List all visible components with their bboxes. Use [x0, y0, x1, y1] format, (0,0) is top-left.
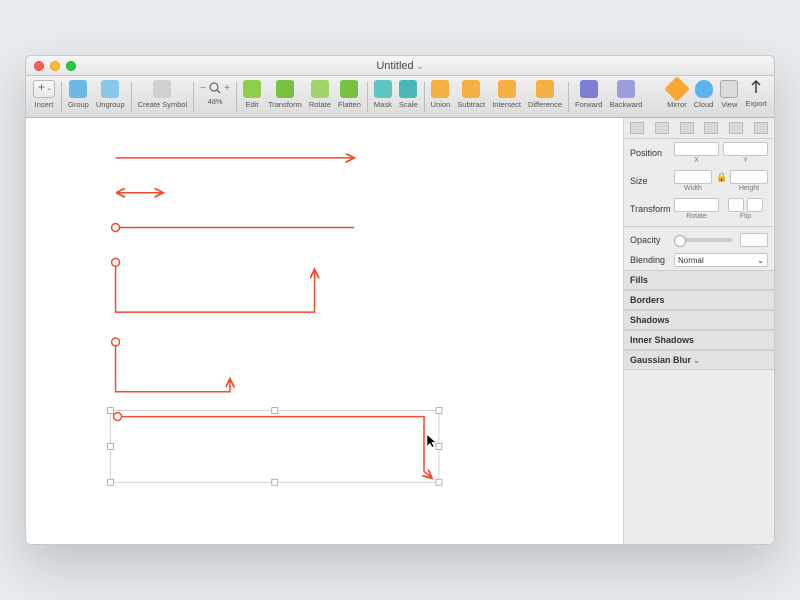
mirror-button[interactable]: Mirror — [664, 78, 690, 110]
transform-row: Transform Rotate Flip — [624, 195, 774, 223]
export-button[interactable]: Export — [742, 78, 770, 109]
cloud-button[interactable]: Cloud — [691, 78, 717, 110]
mirror-icon — [664, 76, 689, 101]
intersect-button[interactable]: Intersect — [489, 78, 524, 110]
titlebar: Untitled — [26, 56, 774, 76]
group-icon — [69, 80, 87, 98]
align-bottom-icon[interactable] — [754, 122, 768, 134]
canvas-svg — [26, 118, 623, 544]
forward-button[interactable]: Forward — [572, 78, 606, 110]
union-button[interactable]: Union — [428, 78, 454, 110]
ungroup-button[interactable]: Ungroup — [93, 78, 128, 110]
rotate-icon — [311, 80, 329, 98]
view-icon — [720, 80, 738, 98]
zoom-icon[interactable] — [66, 61, 76, 71]
subtract-icon — [462, 80, 480, 98]
inner-shadows-section[interactable]: Inner Shadows — [624, 330, 774, 350]
create-symbol-button[interactable]: Create Symbol — [135, 78, 191, 110]
mask-button[interactable]: Mask — [371, 78, 395, 110]
traffic-lights — [26, 61, 76, 71]
opacity-field[interactable] — [740, 233, 768, 247]
position-row: Position X Y — [624, 139, 774, 167]
opacity-row: Opacity — [624, 230, 774, 250]
difference-button[interactable]: Difference — [525, 78, 565, 110]
difference-icon — [536, 80, 554, 98]
shadows-section[interactable]: Shadows — [624, 310, 774, 330]
rotate-button[interactable]: Rotate — [306, 78, 334, 110]
pos-x-field[interactable] — [674, 142, 719, 156]
backward-icon — [617, 80, 635, 98]
flip-h-icon[interactable] — [728, 198, 744, 212]
rotate-field[interactable] — [674, 198, 719, 212]
ungroup-icon — [101, 80, 119, 98]
insert-icon — [33, 80, 55, 98]
align-middle-icon[interactable] — [729, 122, 743, 134]
borders-section[interactable]: Borders — [624, 290, 774, 310]
inspector-panel: Position X Y Size Width 🔒 Height Transfo… — [624, 118, 774, 544]
align-left-icon[interactable] — [630, 122, 644, 134]
lock-icon[interactable]: 🔒 — [716, 172, 726, 183]
view-button[interactable]: View — [717, 78, 741, 110]
opacity-slider[interactable] — [674, 238, 732, 242]
gaussian-blur-section[interactable]: Gaussian Blur — [624, 350, 774, 370]
height-field[interactable] — [730, 170, 768, 184]
blending-select[interactable]: Normal⌄ — [674, 253, 768, 267]
width-field[interactable] — [674, 170, 712, 184]
intersect-icon — [498, 80, 516, 98]
align-right-icon[interactable] — [680, 122, 694, 134]
export-icon — [749, 79, 763, 97]
flatten-button[interactable]: Flatten — [335, 78, 364, 110]
window-title: Untitled — [376, 60, 423, 72]
flip-v-icon[interactable] — [747, 198, 763, 212]
symbol-icon — [153, 80, 171, 98]
insert-button[interactable]: Insert — [30, 78, 58, 110]
alignment-buttons[interactable] — [624, 118, 774, 139]
align-center-icon[interactable] — [655, 122, 669, 134]
blending-row: Blending Normal⌄ — [624, 250, 774, 270]
group-button[interactable]: Group — [65, 78, 92, 110]
union-icon — [431, 80, 449, 98]
edit-button[interactable]: Edit — [240, 78, 264, 110]
magnify-icon — [208, 81, 222, 95]
align-top-icon[interactable] — [704, 122, 718, 134]
fills-section[interactable]: Fills — [624, 270, 774, 290]
transform-button[interactable]: Transform — [265, 78, 305, 110]
forward-icon — [580, 80, 598, 98]
chevron-down-icon: ⌄ — [757, 256, 764, 265]
scale-icon — [399, 80, 417, 98]
app-window: Untitled Insert Group Ungroup Create Sym… — [25, 55, 775, 545]
edit-icon — [243, 80, 261, 98]
cloud-icon — [695, 80, 713, 98]
transform-icon — [276, 80, 294, 98]
toolbar: Insert Group Ungroup Create Symbol − + 4… — [26, 76, 774, 118]
backward-button[interactable]: Backward — [607, 78, 646, 110]
subtract-button[interactable]: Subtract — [454, 78, 488, 110]
close-icon[interactable] — [34, 61, 44, 71]
scale-button[interactable]: Scale — [396, 78, 421, 110]
pos-y-field[interactable] — [723, 142, 768, 156]
minimize-icon[interactable] — [50, 61, 60, 71]
flatten-icon — [340, 80, 358, 98]
mask-icon — [374, 80, 392, 98]
size-row: Size Width 🔒 Height — [624, 167, 774, 195]
canvas-area[interactable] — [26, 118, 624, 544]
zoom-control[interactable]: − + 48% — [197, 78, 233, 107]
